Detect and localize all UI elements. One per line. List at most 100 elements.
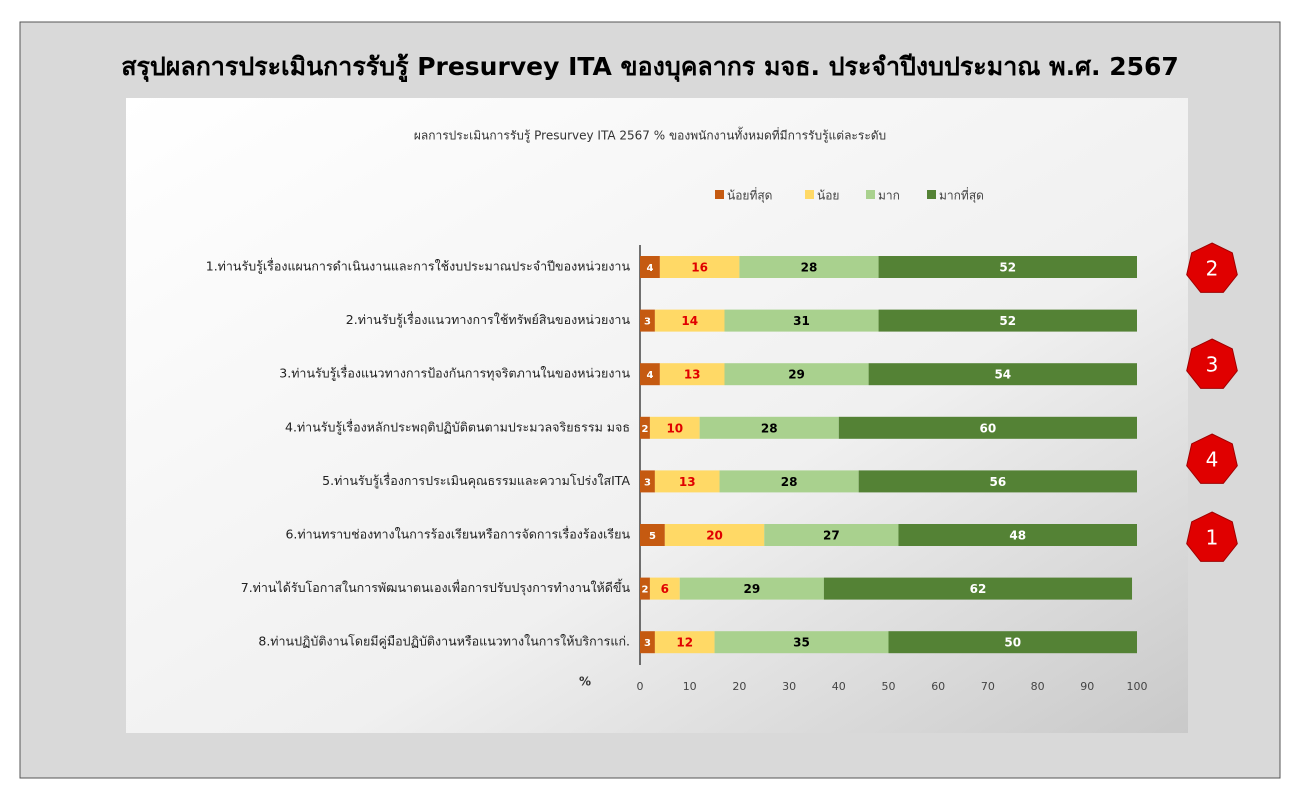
- data-label: 60: [980, 421, 997, 435]
- data-label: 28: [801, 261, 818, 275]
- data-label: 3: [644, 638, 651, 649]
- data-label: 52: [999, 314, 1016, 328]
- data-label: 31: [793, 314, 810, 328]
- x-tick-label: 90: [1080, 680, 1094, 693]
- data-label: 62: [970, 582, 987, 596]
- bar-segment: [838, 416, 1137, 439]
- bar-segment: [659, 363, 725, 386]
- badge-label: 2: [1206, 257, 1219, 281]
- category-label: 2.ท่านรับรู้เรื่องแนวทางการใช้ทรัพย์สินข…: [346, 311, 631, 328]
- x-tick-label: 100: [1127, 680, 1148, 693]
- data-label: 3: [644, 317, 651, 328]
- x-axis-label: %: [579, 675, 591, 689]
- bar-segment: [640, 256, 660, 278]
- bar-segment: [719, 470, 859, 493]
- bar-segment: [640, 309, 655, 332]
- data-label: 5: [649, 531, 656, 542]
- category-label: 3.ท่านรับรู้เรื่องแนวทางการป้องกันการทุจ…: [279, 365, 630, 382]
- data-label: 12: [676, 636, 693, 650]
- category-label: 8.ท่านปฏิบัติงานโดยมีคู่มือปฏิบัติงานหรื…: [258, 634, 630, 650]
- bar-segment: [654, 309, 725, 332]
- legend-swatch: [715, 190, 724, 199]
- bar-segment: [640, 631, 655, 654]
- legend-label: น้อยที่สุด: [727, 187, 772, 204]
- bar-segment: [764, 524, 899, 546]
- bar-segment: [649, 577, 680, 600]
- bar-segment: [878, 309, 1137, 332]
- category-label: 1.ท่านรับรู้เรื่องแผนการดำเนินงานและการใ…: [206, 258, 631, 275]
- x-tick-label: 80: [1031, 680, 1045, 693]
- legend-swatch: [805, 190, 814, 199]
- data-label: 14: [681, 314, 698, 328]
- data-label: 35: [793, 636, 810, 650]
- bar-segment: [679, 577, 824, 600]
- badge-label: 4: [1206, 448, 1219, 472]
- data-label: 16: [691, 261, 708, 275]
- legend-label: มากที่สุด: [939, 187, 984, 204]
- legend-swatch: [927, 190, 936, 199]
- data-label: 28: [781, 475, 798, 489]
- data-label: 27: [823, 529, 840, 543]
- bar-segment: [724, 363, 869, 386]
- data-label: 29: [743, 582, 760, 596]
- bar-segment: [739, 256, 879, 278]
- legend-label: น้อย: [817, 189, 839, 203]
- bar-segment: [664, 524, 765, 546]
- legend-swatch: [866, 190, 875, 199]
- page-title: สรุปผลการประเมินการรับรู้ Presurvey ITA …: [121, 52, 1179, 83]
- data-label: 4: [646, 263, 653, 274]
- bar-segment: [888, 631, 1137, 654]
- category-label: 6.ท่านทราบช่องทางในการร้องเรียนหรือการจั…: [285, 526, 630, 542]
- bar-segment: [659, 256, 740, 278]
- x-tick-label: 70: [981, 680, 995, 693]
- data-label: 48: [1009, 529, 1026, 543]
- data-label: 20: [706, 529, 723, 543]
- x-tick-label: 60: [931, 680, 945, 693]
- bar-segment: [858, 470, 1137, 493]
- x-tick-label: 30: [782, 680, 796, 693]
- data-label: 4: [646, 370, 653, 381]
- data-label: 6: [661, 582, 669, 596]
- badge: [1186, 338, 1238, 389]
- data-label: 2: [641, 585, 648, 596]
- data-label: 13: [684, 368, 701, 382]
- category-label: 7.ท่านได้รับโอกาสในการพัฒนาตนเองเพื่อการ…: [241, 578, 631, 596]
- badge: [1186, 433, 1238, 484]
- bar-segment: [654, 631, 715, 654]
- bar-segment: [640, 577, 650, 600]
- badge-label: 1: [1206, 526, 1219, 550]
- badge: [1186, 242, 1238, 293]
- badge: [1186, 511, 1238, 562]
- bar-segment: [640, 416, 650, 439]
- x-tick-label: 20: [732, 680, 746, 693]
- bar-segment: [699, 416, 839, 439]
- bar-segment: [649, 416, 700, 439]
- data-label: 13: [679, 475, 696, 489]
- badge-label: 3: [1206, 353, 1219, 377]
- chart-area: [126, 98, 1188, 733]
- data-label: 28: [761, 421, 778, 435]
- bar-segment: [868, 363, 1137, 386]
- x-tick-label: 0: [637, 680, 644, 693]
- category-label: 4.ท่านรับรู้เรื่องหลักประพฤติปฏิบัติตนตา…: [285, 418, 630, 435]
- legend-label: มาก: [878, 189, 900, 203]
- category-label: 5.ท่านรับรู้เรื่องการประเมินคุณธรรมและคว…: [322, 472, 630, 489]
- data-label: 54: [994, 368, 1011, 382]
- bar-segment: [714, 631, 889, 654]
- data-label: 52: [999, 261, 1016, 275]
- bar-segment: [640, 524, 665, 546]
- data-label: 2: [641, 424, 648, 435]
- bar-segment: [724, 309, 879, 332]
- data-label: 10: [666, 421, 683, 435]
- chart-title: ผลการประเมินการรับรู้ Presurvey ITA 2567…: [414, 127, 886, 144]
- data-label: 56: [989, 475, 1006, 489]
- x-tick-label: 50: [882, 680, 896, 693]
- bar-segment: [898, 524, 1137, 546]
- bar-segment: [654, 470, 720, 493]
- bar-segment: [823, 577, 1133, 600]
- bar-segment: [878, 256, 1137, 278]
- bar-segment: [640, 363, 660, 386]
- data-label: 3: [644, 477, 651, 488]
- data-label: 29: [788, 368, 805, 382]
